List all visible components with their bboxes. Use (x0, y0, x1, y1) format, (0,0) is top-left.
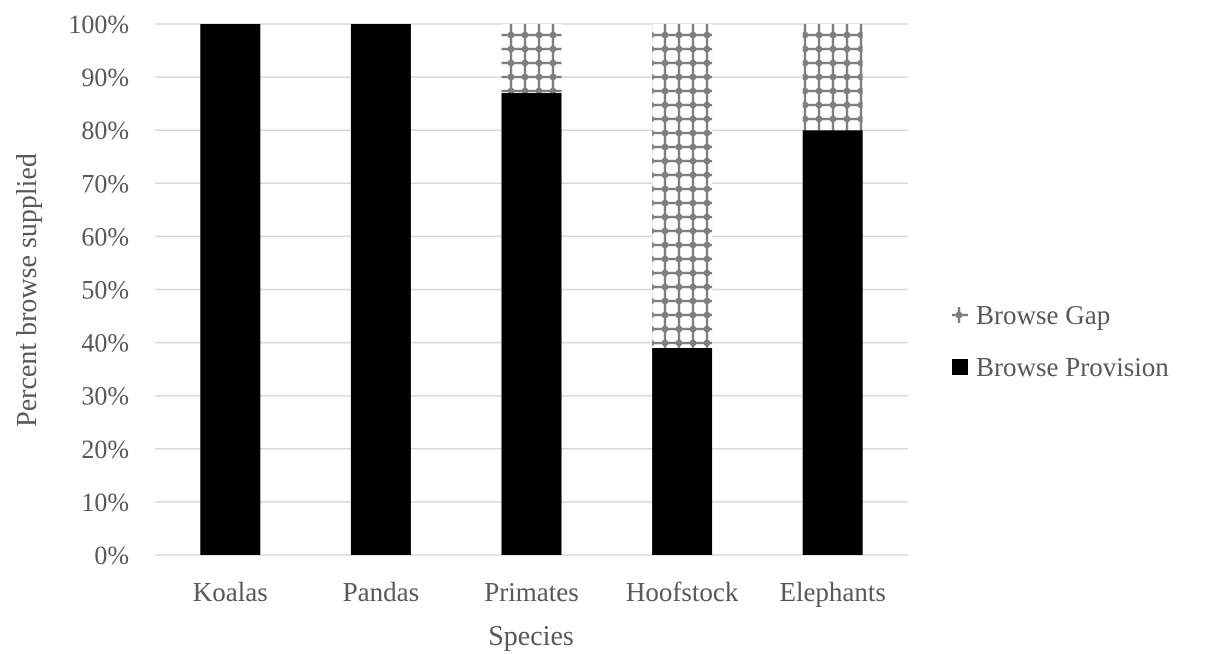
x-axis-title: Species (488, 621, 574, 652)
legend-swatch-browse-provision (952, 359, 968, 375)
legend-swatch-browse-gap (952, 307, 968, 323)
legend-label-browse-provision: Browse Provision (976, 352, 1169, 382)
x-category-label: Koalas (193, 577, 268, 607)
legend: Browse Gap Browse Provision (952, 300, 1169, 382)
y-tick-label: 0% (94, 541, 129, 570)
bar-browse-provision-koalas (200, 24, 261, 555)
bars (200, 24, 863, 555)
y-tick-label: 10% (81, 488, 129, 517)
y-tick-label: 60% (81, 222, 129, 251)
legend-label-browse-gap: Browse Gap (976, 300, 1110, 330)
y-tick-label: 40% (81, 329, 129, 358)
y-tick-label: 70% (81, 169, 129, 198)
y-tick-label: 80% (81, 116, 129, 145)
bar-browse-gap-primates (501, 24, 562, 94)
y-tick-label: 90% (81, 63, 129, 92)
y-tick-label: 50% (81, 276, 129, 305)
y-axis-ticks: 0% 10% 20% 30% 40% 50% 60% 70% 80% 90% 100% (68, 10, 129, 570)
y-axis-title: Percent browse supplied (12, 153, 43, 427)
bar-browse-provision-hoofstock (652, 347, 713, 555)
bar-browse-provision-elephants (802, 130, 863, 555)
bar-browse-gap-hoofstock (652, 24, 713, 348)
x-axis-categories: Koalas Pandas Primates Hoofstock Elephants (193, 577, 886, 607)
bar-browse-provision-primates (501, 93, 562, 555)
x-category-label: Elephants (779, 577, 885, 607)
bar-browse-gap-elephants (802, 24, 863, 131)
bar-browse-provision-pandas (350, 24, 411, 555)
x-category-label: Hoofstock (626, 577, 739, 607)
x-category-label: Pandas (343, 577, 420, 607)
y-tick-label: 100% (68, 10, 129, 39)
y-tick-label: 30% (81, 382, 129, 411)
y-tick-label: 20% (81, 435, 129, 464)
x-category-label: Primates (484, 577, 579, 607)
